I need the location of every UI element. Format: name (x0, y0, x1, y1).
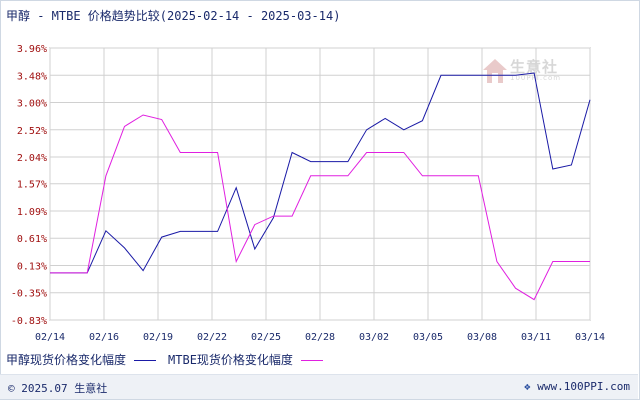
y-tick-label: 0.13% (17, 261, 47, 272)
y-tick-label: 3.48% (17, 71, 47, 82)
series-line-mtbe (50, 114, 590, 301)
footer-copyright: © 2025.07 生意社 (8, 382, 108, 395)
x-tick-label: 03/08 (467, 332, 497, 343)
y-tick-label: 2.04% (17, 153, 47, 164)
y-tick-label: 1.09% (17, 207, 47, 218)
y-tick-label: 1.57% (17, 180, 47, 191)
footer-url-link[interactable]: ❖ www.100PPI.com (524, 380, 630, 393)
series-line-methanol (50, 72, 591, 274)
arrow-right-icon: ❖ (524, 380, 538, 393)
y-tick-label: -0.35% (11, 289, 47, 300)
x-tick-label: 02/19 (143, 332, 173, 343)
footer-bar: © 2025.07 生意社 ❖ www.100PPI.com (0, 374, 638, 399)
x-tick-label: 03/02 (359, 332, 389, 343)
legend: 甲醇现货价格变化幅度 MTBE现货价格变化幅度 (6, 350, 335, 368)
legend-swatch-mtbe (300, 359, 323, 361)
x-tick-label: 02/22 (197, 332, 227, 343)
x-tick-label: 03/11 (521, 332, 551, 343)
watermark-text: 生意社 (510, 58, 559, 76)
y-tick-label: 3.96% (17, 44, 47, 55)
house-icon (483, 59, 507, 83)
y-tick-label: -0.83% (11, 316, 47, 327)
chart-title: 甲醇 - MTBE 价格趋势比较(2025-02-14 - 2025-03-14… (6, 9, 341, 23)
x-tick-label: 02/16 (89, 332, 119, 343)
y-tick-label: 3.00% (17, 99, 47, 110)
legend-swatch-methanol (134, 359, 157, 361)
footer-url-text[interactable]: www.100PPI.com (537, 380, 630, 393)
legend-label-mtbe: MTBE现货价格变化幅度 (168, 352, 293, 367)
y-tick-label: 0.61% (17, 234, 47, 245)
x-tick-label: 02/28 (305, 332, 335, 343)
x-tick-label: 02/14 (35, 332, 65, 343)
x-tick-label: 02/25 (251, 332, 281, 343)
legend-label-methanol: 甲醇现货价格变化幅度 (6, 352, 127, 367)
x-tick-label: 03/05 (413, 332, 443, 343)
y-tick-label: 2.52% (17, 126, 47, 137)
x-tick-label: 03/14 (575, 332, 605, 343)
